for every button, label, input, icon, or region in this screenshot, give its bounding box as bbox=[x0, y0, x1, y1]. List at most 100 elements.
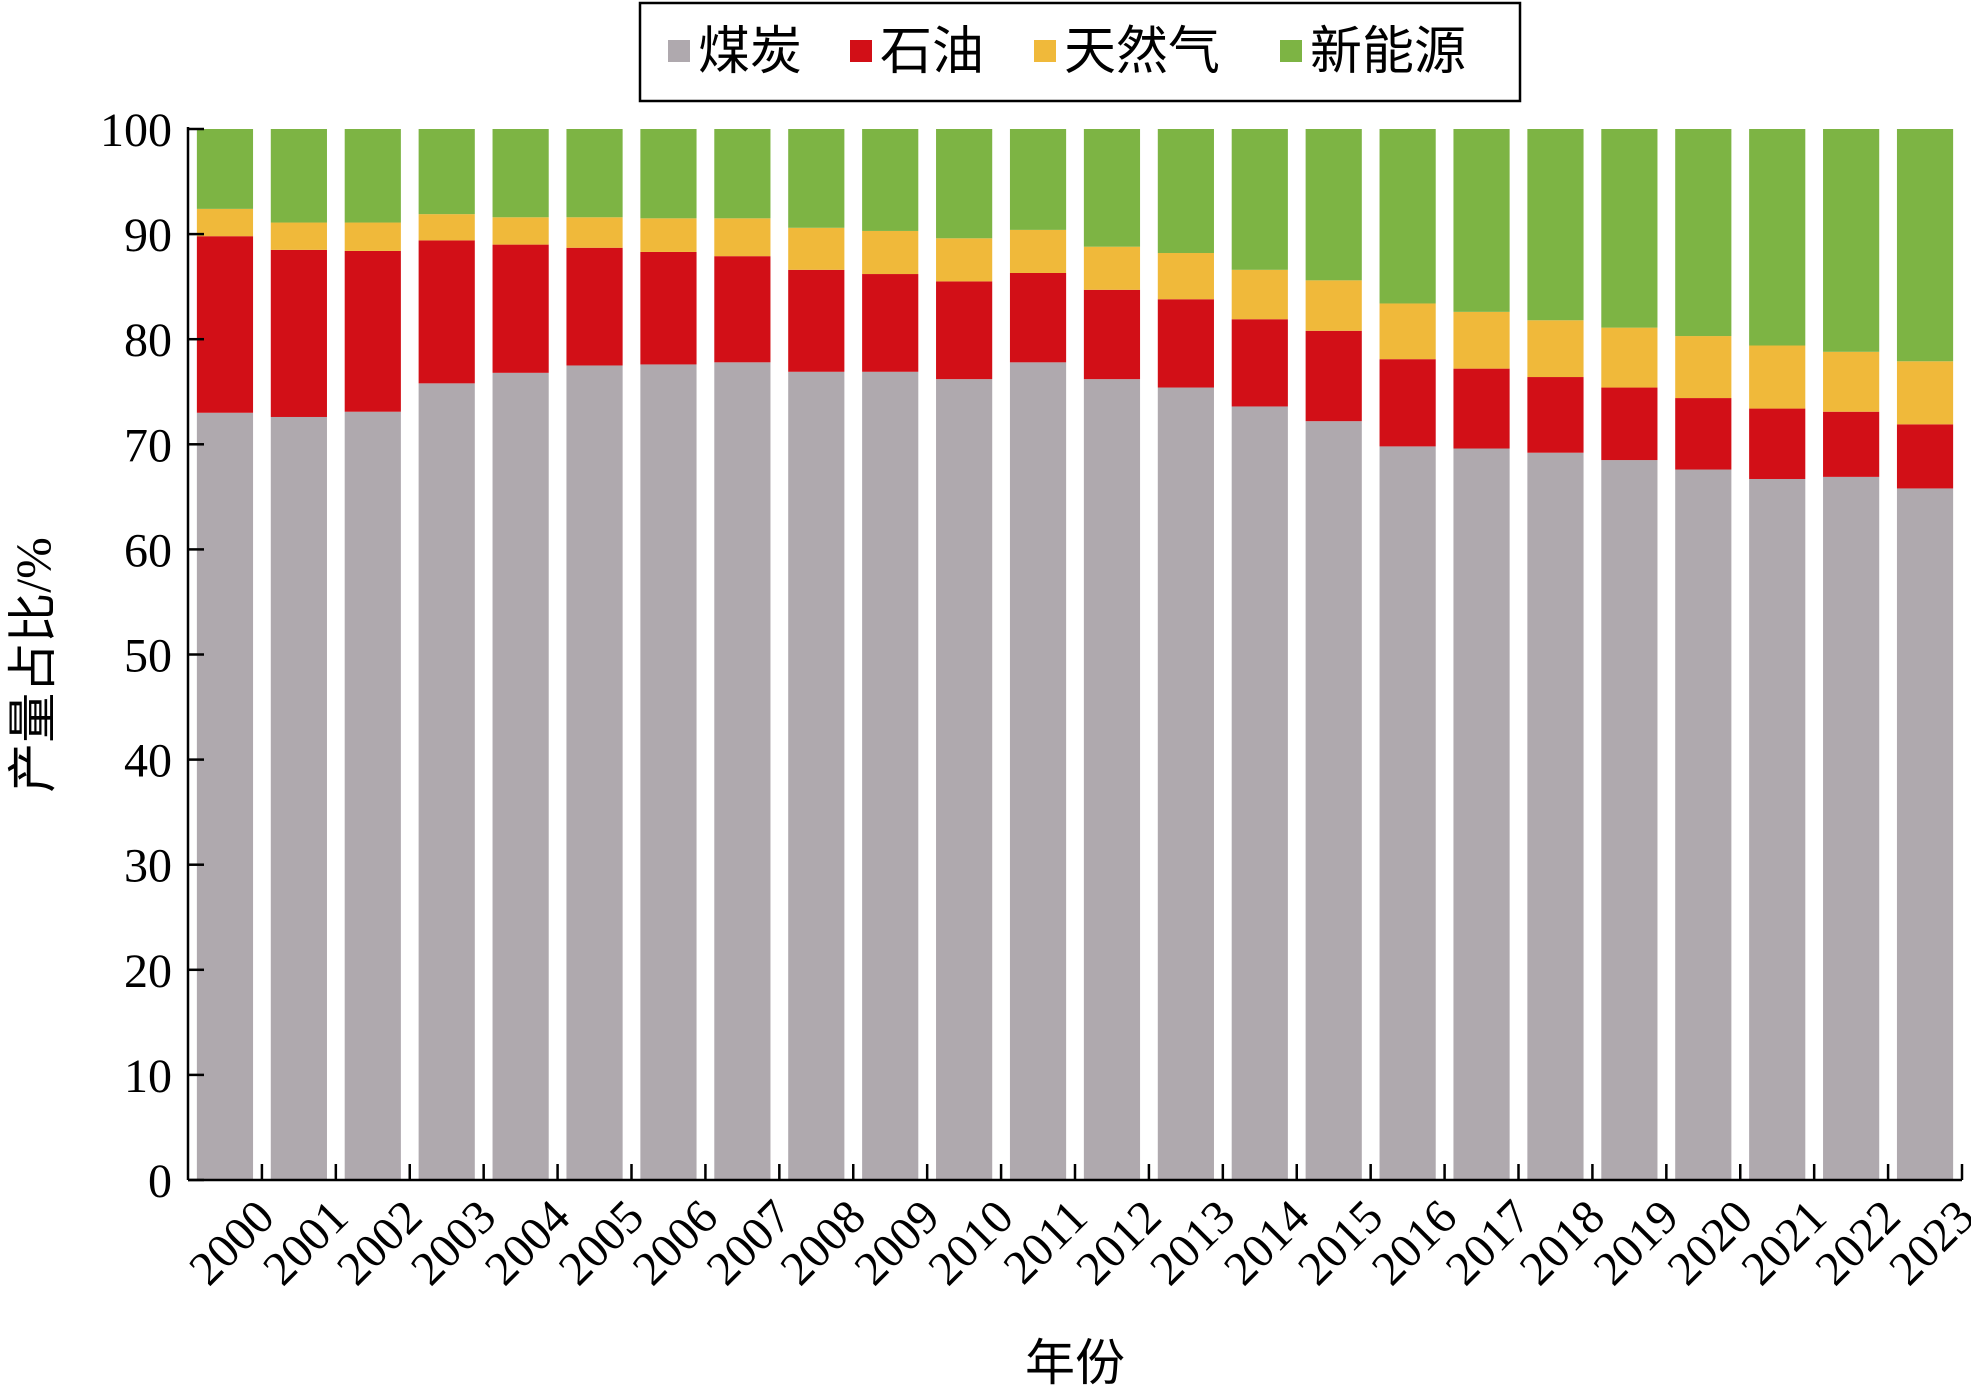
bar-segment-2012-series-0 bbox=[1083, 379, 1141, 1180]
bar-segment-2021-series-0 bbox=[1749, 478, 1806, 1181]
bar-segment-2019-series-1 bbox=[1601, 387, 1658, 461]
legend-box bbox=[638, 1, 1522, 103]
bar-segment-2020-series-3 bbox=[1675, 129, 1732, 337]
x-axis-title: 年份 bbox=[1025, 1335, 1125, 1391]
bar-segment-2000-series-2 bbox=[196, 208, 254, 237]
y-tick-label: 0 bbox=[148, 1155, 172, 1208]
y-tick-label: 20 bbox=[124, 945, 172, 998]
bar-segment-2007-series-0 bbox=[714, 362, 771, 1180]
bar-segment-2000-series-1 bbox=[196, 236, 254, 413]
bar-segment-2001-series-3 bbox=[270, 129, 327, 223]
y-tick-label: 90 bbox=[124, 209, 172, 262]
bar-segment-2022-series-3 bbox=[1823, 129, 1880, 352]
y-tick-label: 100 bbox=[100, 104, 172, 157]
bar-segment-2020-series-0 bbox=[1675, 469, 1732, 1180]
bar-segment-2006-series-1 bbox=[640, 251, 697, 365]
bar-segment-2013-series-3 bbox=[1157, 129, 1214, 254]
bar-segment-2014-series-3 bbox=[1231, 129, 1288, 270]
legend-label-1: 石油 bbox=[880, 24, 984, 81]
legend: 煤炭 石油 天然气 新能源 bbox=[638, 1, 1522, 103]
bar-segment-2007-series-1 bbox=[714, 256, 771, 363]
bar-segment-2001-series-2 bbox=[270, 222, 327, 250]
bar-segment-2010-series-2 bbox=[936, 238, 993, 282]
bar-segment-2000-series-3 bbox=[196, 129, 254, 209]
bar-segment-2006-series-0 bbox=[640, 364, 697, 1180]
y-tick-label: 40 bbox=[124, 735, 172, 788]
bar-segment-2002-series-2 bbox=[344, 222, 401, 251]
bar-segment-2004-series-0 bbox=[492, 372, 549, 1181]
y-tick-label: 10 bbox=[124, 1050, 172, 1103]
bar-segment-2020-series-1 bbox=[1675, 398, 1732, 470]
bar-segment-2017-series-3 bbox=[1453, 129, 1510, 312]
y-tick-label: 60 bbox=[124, 524, 172, 577]
y-tick-label: 80 bbox=[124, 314, 172, 367]
bar-segment-2023-series-3 bbox=[1896, 129, 1954, 362]
bar-segment-2016-series-2 bbox=[1379, 303, 1436, 360]
bar-segment-2003-series-1 bbox=[418, 240, 475, 384]
bar-segment-2022-series-0 bbox=[1823, 476, 1880, 1180]
y-tick-label: 70 bbox=[124, 419, 172, 472]
bar-segment-2017-series-1 bbox=[1453, 368, 1510, 449]
bar-segment-2005-series-1 bbox=[566, 247, 623, 366]
bar-segment-2015-series-2 bbox=[1305, 280, 1362, 331]
bar-segment-2005-series-2 bbox=[566, 217, 623, 248]
bar-segment-2004-series-1 bbox=[492, 244, 549, 373]
bar-segment-2000-series-0 bbox=[196, 412, 254, 1180]
bar-segment-2017-series-0 bbox=[1453, 448, 1510, 1180]
bar-segment-2002-series-3 bbox=[344, 129, 401, 223]
bar-segment-2003-series-0 bbox=[418, 383, 475, 1181]
bar-segment-2019-series-0 bbox=[1601, 460, 1658, 1180]
bar-segment-2021-series-2 bbox=[1749, 345, 1806, 409]
bar-segment-2015-series-0 bbox=[1305, 421, 1362, 1180]
bar-segment-2020-series-2 bbox=[1675, 336, 1732, 399]
bars bbox=[196, 129, 1954, 1181]
bar-segment-2018-series-0 bbox=[1527, 452, 1584, 1181]
legend-label-2: 天然气 bbox=[1064, 24, 1220, 81]
bar-segment-2016-series-1 bbox=[1379, 359, 1436, 447]
bar-segment-2008-series-3 bbox=[788, 129, 845, 228]
bar-segment-2015-series-3 bbox=[1305, 129, 1362, 281]
bar-segment-2016-series-3 bbox=[1379, 129, 1436, 304]
bar-segment-2012-series-2 bbox=[1083, 246, 1141, 290]
bar-segment-2018-series-3 bbox=[1527, 129, 1584, 321]
bar-segment-2019-series-3 bbox=[1601, 129, 1658, 328]
bar-segment-2006-series-2 bbox=[640, 218, 697, 252]
legend-swatch-1 bbox=[850, 40, 872, 62]
bar-segment-2002-series-0 bbox=[344, 411, 401, 1181]
bar-segment-2014-series-0 bbox=[1231, 406, 1288, 1181]
bar-segment-2009-series-3 bbox=[862, 129, 919, 231]
bar-segment-2008-series-2 bbox=[788, 227, 845, 270]
bar-segment-2010-series-3 bbox=[936, 129, 993, 239]
bar-segment-2013-series-0 bbox=[1157, 387, 1214, 1180]
bar-segment-2019-series-2 bbox=[1601, 327, 1658, 388]
bar-segment-2008-series-1 bbox=[788, 269, 845, 372]
bar-segment-2013-series-1 bbox=[1157, 299, 1214, 388]
bar-segment-2012-series-1 bbox=[1083, 289, 1141, 380]
bar-segment-2011-series-3 bbox=[1009, 129, 1067, 230]
bar-segment-2018-series-2 bbox=[1527, 320, 1584, 378]
bar-segment-2021-series-1 bbox=[1749, 408, 1806, 479]
bar-segment-2003-series-3 bbox=[418, 129, 475, 215]
bar-segment-2009-series-0 bbox=[862, 371, 919, 1180]
bar-segment-2010-series-1 bbox=[936, 281, 993, 380]
bar-segment-2017-series-2 bbox=[1453, 311, 1510, 369]
bar-segment-2001-series-1 bbox=[270, 249, 327, 417]
legend-swatch-0 bbox=[668, 40, 690, 62]
y-axis-title: 产量占比/% bbox=[5, 537, 61, 793]
bar-segment-2004-series-2 bbox=[492, 217, 549, 245]
bar-segment-2007-series-2 bbox=[714, 218, 771, 257]
bar-segment-2018-series-1 bbox=[1527, 377, 1584, 453]
legend-label-3: 新能源 bbox=[1310, 24, 1466, 81]
bar-segment-2009-series-2 bbox=[862, 230, 919, 275]
bar-segment-2013-series-2 bbox=[1157, 253, 1214, 300]
bar-segment-2012-series-3 bbox=[1083, 129, 1141, 247]
bar-segment-2023-series-1 bbox=[1896, 424, 1954, 489]
bar-segment-2014-series-1 bbox=[1231, 319, 1288, 407]
bar-segment-2003-series-2 bbox=[418, 214, 475, 241]
bar-segment-2004-series-3 bbox=[492, 129, 549, 218]
bar-segment-2014-series-2 bbox=[1231, 269, 1288, 320]
bar-segment-2007-series-3 bbox=[714, 129, 771, 219]
bar-segment-2002-series-1 bbox=[344, 250, 401, 412]
bar-segment-2011-series-0 bbox=[1009, 362, 1067, 1180]
